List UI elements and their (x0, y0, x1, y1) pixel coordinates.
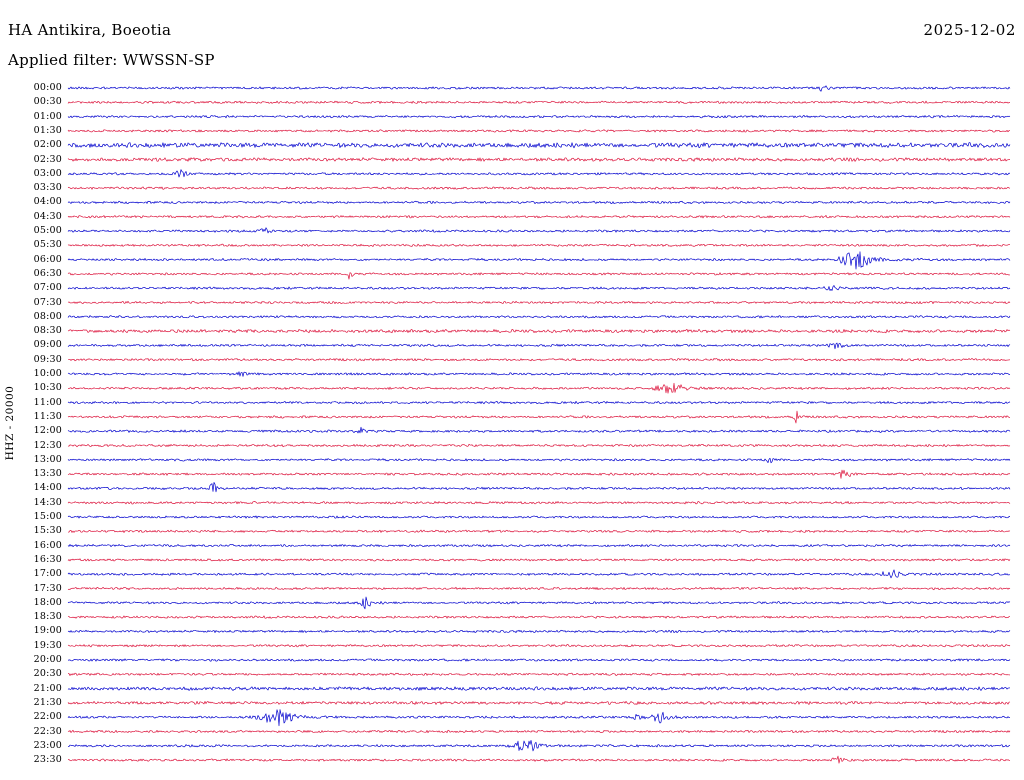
seismogram-page: HA Antikira, Boeotia 2025-12-02 Applied … (0, 0, 1024, 780)
seismogram-traces (0, 0, 1024, 780)
